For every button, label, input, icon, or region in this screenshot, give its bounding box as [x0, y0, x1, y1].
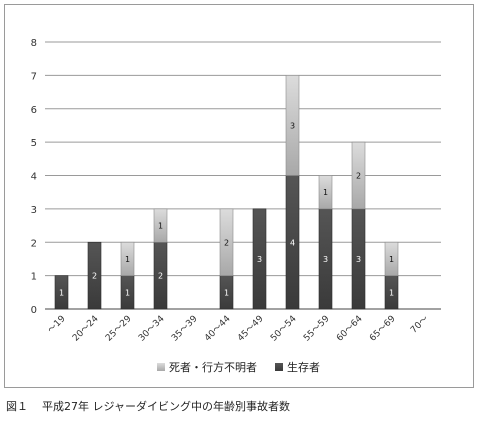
- data-label: 3: [356, 255, 361, 264]
- x-tick-label: 60～64: [335, 314, 365, 344]
- y-tick-label: 6: [31, 105, 37, 116]
- data-label: 3: [290, 121, 295, 130]
- bar-survivor: [87, 241, 102, 310]
- x-tick-label: 45～49: [236, 314, 266, 344]
- y-tick-label: 5: [31, 138, 37, 149]
- legend-swatch: [275, 363, 283, 371]
- bar-survivor: [54, 275, 69, 310]
- chart-frame: 0 1 2 3 4 5 6 7 8 1 ～19 2 20～24 1 1 25～29 2 1 30～34 35～39 1 2…: [4, 4, 474, 388]
- data-label: 1: [323, 188, 328, 197]
- y-tick-label: 1: [31, 272, 37, 283]
- data-label: 3: [323, 255, 328, 264]
- y-tick-label: 4: [31, 172, 37, 183]
- x-tick-label: 65～69: [368, 314, 398, 344]
- data-label: 1: [125, 255, 130, 264]
- data-label: 2: [356, 172, 361, 181]
- y-tick-label: 7: [31, 71, 37, 82]
- x-tick-label: 40～44: [203, 314, 233, 344]
- data-label: 2: [92, 272, 97, 281]
- bar-survivor: [252, 208, 267, 310]
- x-tick-label: 25～29: [104, 314, 134, 344]
- data-label: 2: [224, 238, 229, 247]
- legend-swatch: [157, 363, 165, 371]
- x-tick-label: 70～: [409, 314, 431, 336]
- bar-dead-missing: [219, 208, 234, 276]
- data-label: 1: [125, 288, 130, 297]
- bar-dead-missing: [318, 175, 333, 210]
- legend-label: 生存者: [287, 360, 320, 374]
- bar-dead-missing: [384, 241, 399, 276]
- bar-chart: 0 1 2 3 4 5 6 7 8 1 ～19 2 20～24 1 1 25～29 2 1 30～34 35～39 1 2…: [31, 38, 441, 374]
- x-tick-label: ～19: [46, 314, 68, 336]
- data-label: 1: [224, 288, 229, 297]
- y-tick-label: 2: [31, 238, 37, 249]
- data-label: 1: [389, 255, 394, 264]
- data-label: 4: [290, 238, 295, 247]
- x-tick-label: 35～39: [170, 314, 200, 344]
- bar-dead-missing: [120, 241, 135, 276]
- data-label: 1: [59, 288, 64, 297]
- data-label: 2: [158, 272, 163, 281]
- y-tick-label: 0: [31, 305, 37, 316]
- data-label: 3: [257, 255, 262, 264]
- x-tick-label: 55～59: [302, 314, 332, 344]
- figure-number: 図１: [6, 400, 28, 413]
- data-label: 1: [158, 222, 163, 231]
- x-tick-label: 20～24: [71, 314, 101, 344]
- x-tick-label: 30～34: [137, 314, 167, 344]
- figure-caption: 図１ 平成27年 レジャーダイビング中の年齢別事故者数: [6, 398, 290, 414]
- bar-dead-missing: [153, 208, 168, 243]
- figure-title: 平成27年 レジャーダイビング中の年齢別事故者数: [42, 400, 290, 413]
- legend-label: 死者・行方不明者: [169, 360, 257, 374]
- y-tick-label: 8: [31, 38, 37, 49]
- data-label: 1: [389, 288, 394, 297]
- bar-dead-missing: [351, 141, 366, 210]
- bar-dead-missing: [285, 75, 300, 176]
- y-tick-label: 3: [31, 205, 37, 216]
- x-tick-label: 50～54: [269, 314, 299, 344]
